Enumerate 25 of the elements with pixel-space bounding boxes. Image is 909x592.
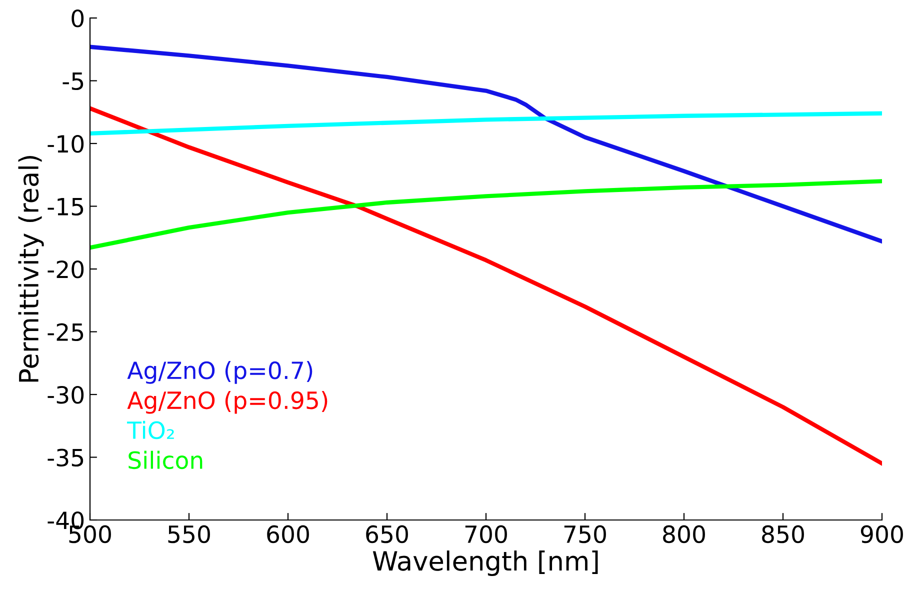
- x-tick-label: 700: [465, 525, 507, 544]
- y-tick-label: -15: [48, 198, 84, 216]
- line-series: [90, 44, 882, 244]
- x-tick-label: 900: [860, 525, 903, 544]
- x-tick-label: 850: [762, 525, 804, 544]
- y-axis-title: Permittivity (real): [18, 156, 44, 382]
- text: TiO₂: [127, 420, 174, 440]
- y-tick-label: -30: [48, 386, 84, 404]
- x-tick-label: 800: [663, 525, 705, 544]
- text: Ag/ZnO (p=0.7): [127, 361, 312, 384]
- y-tick-label: -25: [48, 323, 84, 342]
- text: Ag/ZnO (p=0.95): [127, 390, 328, 414]
- line-series: [90, 111, 882, 136]
- y-tick-label: -5: [62, 72, 84, 90]
- line-series: [90, 179, 882, 250]
- y-tick-label: 0: [72, 9, 84, 28]
- x-tick-label: 750: [564, 525, 606, 544]
- y-tick-label: -20: [48, 260, 84, 278]
- x-tick-label: 550: [168, 525, 210, 544]
- y-tick-label: -10: [48, 134, 84, 153]
- x-tick-label: 650: [366, 525, 408, 544]
- x-tick-label: 600: [267, 525, 309, 544]
- x-axis-title: Wavelength [nm]: [372, 550, 598, 576]
- y-tick-label: -35: [48, 448, 84, 467]
- text: Silicon: [128, 450, 202, 470]
